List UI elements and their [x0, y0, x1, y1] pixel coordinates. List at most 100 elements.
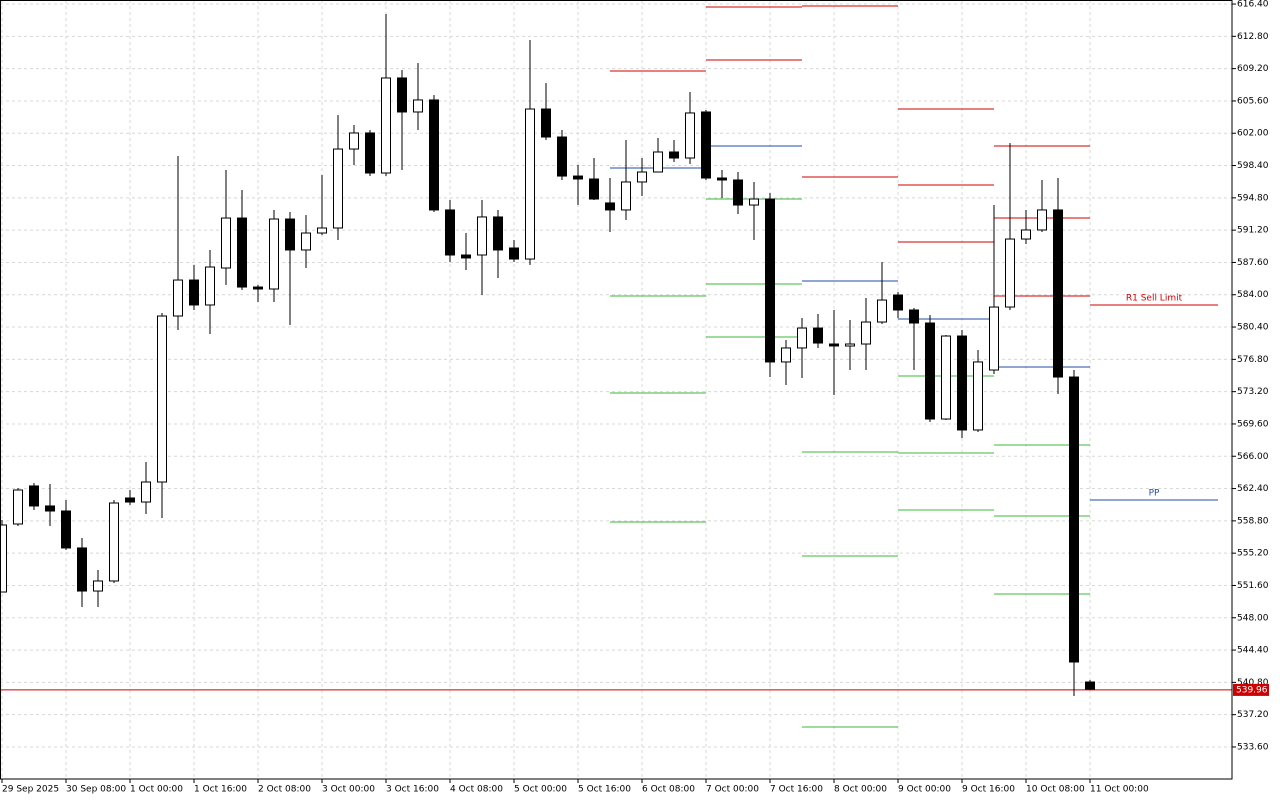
candle-body [77, 547, 87, 592]
x-tick-label: 8 Oct 00:00 [834, 785, 887, 795]
y-tick-label: 544.40 [1237, 646, 1269, 656]
pivot-level-label: PP [1149, 489, 1160, 499]
y-tick-label: 548.00 [1237, 613, 1269, 623]
candle-body [733, 179, 743, 206]
candle-body [1085, 681, 1095, 690]
candle-body [877, 299, 887, 323]
x-tick-label: 6 Oct 08:00 [642, 785, 695, 795]
x-tick-label: 2 Oct 08:00 [258, 785, 311, 795]
candle-body [0, 524, 7, 593]
y-tick-label: 551.60 [1237, 581, 1269, 591]
candle-body [893, 294, 903, 311]
candle-body [1069, 376, 1079, 663]
candle-body [45, 505, 55, 512]
y-tick-label: 533.60 [1237, 742, 1269, 752]
candle-body [349, 132, 359, 150]
y-tick-label: 584.00 [1237, 290, 1269, 300]
y-tick-label: 612.80 [1237, 32, 1269, 42]
candle-body [157, 315, 167, 483]
x-tick-label: 5 Oct 00:00 [514, 785, 567, 795]
candle-body [701, 111, 711, 179]
x-tick-label: 3 Oct 16:00 [386, 785, 439, 795]
y-tick-label: 573.20 [1237, 387, 1269, 397]
candle-body [365, 132, 375, 174]
candle-body [1005, 238, 1015, 308]
y-tick-label: 598.40 [1237, 161, 1269, 171]
candle-body [93, 580, 103, 592]
y-tick-label: 555.20 [1237, 549, 1269, 559]
candle-body [13, 489, 23, 525]
candle-body [317, 227, 327, 234]
candles [0, 13, 1095, 697]
x-tick-label: 1 Oct 00:00 [130, 785, 183, 795]
y-tick-label: 605.60 [1237, 96, 1269, 106]
current-price-label: 539.96 [1236, 685, 1268, 695]
candle-body [829, 343, 839, 347]
candle-body [413, 99, 423, 113]
x-tick-label: 29 Sep 2025 [2, 785, 59, 795]
candle-body [637, 171, 647, 183]
candle-body [509, 247, 519, 260]
y-tick-label: 576.80 [1237, 355, 1269, 365]
candle-body [989, 306, 999, 371]
candle-body [541, 108, 551, 138]
candle-body [909, 309, 919, 324]
x-tick-label: 7 Oct 00:00 [706, 785, 759, 795]
x-tick-label: 9 Oct 00:00 [898, 785, 951, 795]
y-tick-label: 591.20 [1237, 226, 1269, 236]
y-tick-label: 562.40 [1237, 484, 1269, 494]
y-tick-label: 540.80 [1237, 678, 1269, 688]
y-tick-label: 602.00 [1237, 129, 1269, 139]
candle-body [173, 279, 183, 317]
candle-body [717, 177, 727, 181]
x-tick-label: 3 Oct 00:00 [322, 785, 375, 795]
plot-frame [0, 0, 1233, 780]
candle-body [397, 77, 407, 113]
candle-body [269, 218, 279, 290]
y-tick-label: 558.80 [1237, 516, 1269, 526]
candle-body [845, 343, 855, 347]
x-tick-label: 1 Oct 16:00 [194, 785, 247, 795]
y-tick-label: 537.20 [1237, 710, 1269, 720]
candle-body [557, 136, 567, 177]
candle-body [861, 321, 871, 345]
candle-body [221, 217, 231, 269]
candle-body [925, 322, 935, 420]
candle-body [461, 254, 471, 259]
candle-body [1021, 229, 1031, 240]
candle-body [333, 148, 343, 229]
candle-body [669, 151, 679, 159]
x-tick-label: 11 Oct 00:00 [1090, 785, 1149, 795]
y-tick-label: 580.40 [1237, 323, 1269, 333]
candle-body [973, 361, 983, 431]
candle-body [109, 502, 119, 582]
candle-body [445, 209, 455, 256]
candle-body [493, 216, 503, 251]
x-tick-label: 4 Oct 08:00 [450, 785, 503, 795]
candle-body [621, 181, 631, 211]
y-tick-label: 594.80 [1237, 193, 1269, 203]
candle-body [765, 198, 775, 363]
candle-body [525, 108, 535, 260]
candle-body [1037, 209, 1047, 231]
pivot-level-label: R1 Sell Limit [1126, 293, 1183, 303]
candle-body [285, 218, 295, 251]
candle-body [141, 481, 151, 503]
candle-body [605, 202, 615, 211]
y-tick-label: 609.20 [1237, 64, 1269, 74]
y-tick-label: 569.60 [1237, 419, 1269, 429]
candle-body [797, 327, 807, 349]
y-tick-label: 566.00 [1237, 452, 1269, 462]
candle-body [477, 216, 487, 256]
candle-body [653, 151, 663, 173]
x-tick-label: 7 Oct 16:00 [770, 785, 823, 795]
candle-body [429, 99, 439, 211]
candle-body [1053, 209, 1063, 378]
candle-body [941, 335, 951, 420]
candle-body [61, 510, 71, 549]
candle-body [189, 279, 199, 306]
x-tick-label: 10 Oct 08:00 [1026, 785, 1085, 795]
